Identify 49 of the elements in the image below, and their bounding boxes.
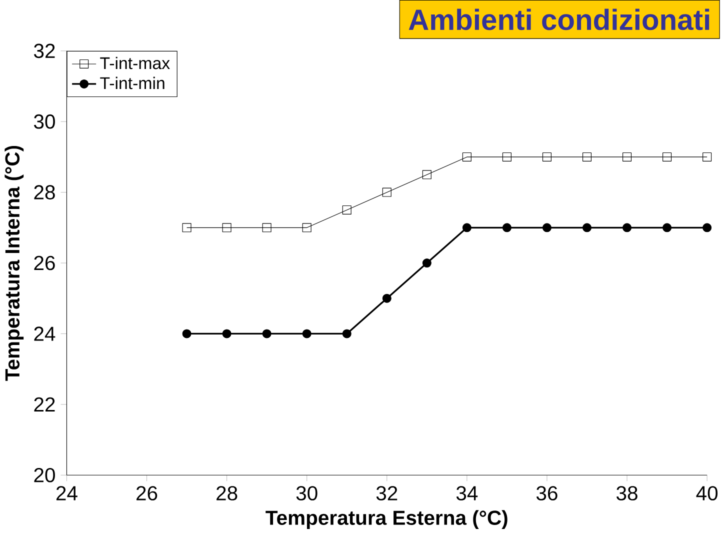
x-tick-label: 36 <box>536 486 558 501</box>
point <box>582 223 592 232</box>
x-tick-label: 40 <box>696 486 718 501</box>
y-tick-label: 24 <box>34 326 56 341</box>
legend-label: T-int-max <box>100 56 170 70</box>
x-tick-label: 38 <box>616 486 638 501</box>
point <box>702 223 712 232</box>
x-tick-label: 34 <box>456 486 478 501</box>
point <box>462 152 472 162</box>
point <box>702 152 712 162</box>
point <box>222 223 232 232</box>
point <box>542 223 552 232</box>
point <box>182 223 192 232</box>
point <box>302 223 312 232</box>
point <box>462 223 472 232</box>
y-tick-label: 20 <box>34 468 55 482</box>
x-tick-label: 32 <box>376 486 398 501</box>
point <box>262 329 272 338</box>
point <box>502 152 512 162</box>
y-tick-label: 30 <box>34 114 55 129</box>
chart-title: Ambienti condizionati <box>408 8 710 30</box>
point <box>662 152 672 162</box>
point <box>262 223 272 232</box>
y-tick-label: 28 <box>34 185 55 200</box>
x-tick-label: 30 <box>296 486 318 501</box>
y-tick-label: 22 <box>34 398 55 412</box>
x-tick-label: 24 <box>56 486 78 500</box>
point <box>302 329 312 338</box>
point <box>422 170 432 180</box>
point <box>382 188 392 197</box>
point <box>502 223 512 232</box>
legend-label: T-int-min <box>100 76 164 90</box>
point <box>622 152 632 162</box>
y-tick-label: 26 <box>34 256 55 270</box>
y-tick-label: 32 <box>34 44 55 58</box>
point <box>422 258 432 268</box>
point <box>342 329 352 338</box>
point <box>342 206 352 215</box>
point <box>382 294 392 304</box>
point <box>182 329 192 338</box>
point <box>622 223 632 232</box>
point <box>222 329 232 338</box>
point <box>662 223 672 232</box>
y-axis-title: Temperatura Interna (°C) <box>4 146 24 382</box>
x-tick-label: 26 <box>136 486 158 501</box>
point <box>582 152 592 162</box>
x-tick-label: 28 <box>216 486 238 501</box>
point <box>542 152 552 162</box>
x-axis-title: Temperatura Esterna (°C) <box>266 510 508 530</box>
